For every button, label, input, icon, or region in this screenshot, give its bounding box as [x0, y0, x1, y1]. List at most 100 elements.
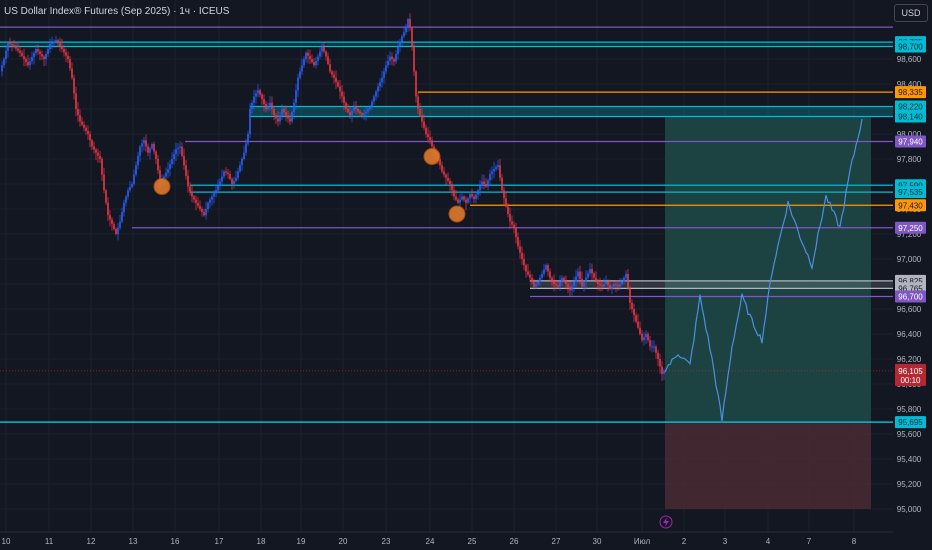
candle-body [453, 190, 455, 197]
candle-body [57, 40, 59, 44]
candle-body [401, 36, 403, 42]
time-tick-label: 16 [171, 537, 180, 546]
candle-body [41, 54, 43, 57]
candle-body [391, 56, 393, 59]
candle-body [221, 176, 223, 182]
candle-body [241, 159, 243, 166]
candle-body [327, 56, 329, 64]
level-lines [0, 26, 893, 423]
candle-body [425, 127, 427, 134]
candle-body [51, 42, 53, 44]
candle-body [499, 165, 501, 178]
candle-body [249, 109, 251, 134]
candle-body [625, 274, 627, 278]
price-tick-label: 97,000 [897, 255, 922, 264]
candle-body [165, 172, 167, 177]
candle-body [367, 109, 369, 112]
candle-body [205, 209, 207, 216]
price-tick-label: 95,400 [897, 455, 922, 464]
candle-body [621, 281, 623, 284]
time-axis: 10 11 12 13 16 17 18 19 20 23 24 25 26 27 30 Июл 2 3 4 7 8 [2, 537, 857, 546]
candle-body [301, 65, 303, 72]
candle-body [103, 174, 105, 191]
candle-body [395, 54, 397, 62]
lightning-icon[interactable] [659, 515, 673, 529]
candle-body [495, 167, 497, 169]
price-tick-label: 98,000 [897, 130, 922, 139]
candle-body [339, 86, 341, 92]
candle-body [45, 54, 47, 59]
price-tag-label: 98,335 [898, 88, 923, 97]
candle-body [19, 50, 21, 53]
candle-body [321, 46, 323, 52]
candle-body [547, 265, 549, 272]
candle-body [559, 282, 561, 287]
candle-body [447, 177, 449, 181]
candle-body [31, 57, 33, 62]
time-tick-label: 18 [257, 537, 266, 546]
price-tick-label: 97,800 [897, 155, 922, 164]
candle-body [275, 115, 277, 119]
candle-body [629, 288, 631, 303]
candle-body [579, 271, 581, 279]
candle-body [345, 102, 347, 109]
candle-body [111, 219, 113, 224]
price-tag-label: 96,700 [898, 293, 923, 302]
candle-body [511, 221, 513, 225]
candle-body [153, 144, 155, 152]
event-marker [423, 148, 441, 165]
candle-body [375, 91, 377, 97]
candle-body [27, 62, 29, 66]
candle-body [55, 40, 57, 42]
time-tick-label: 19 [297, 537, 306, 546]
candle-body [77, 109, 79, 116]
candle-body [81, 121, 83, 125]
candle-body [65, 52, 67, 56]
candle-body [343, 96, 345, 103]
candle-body [503, 190, 505, 199]
candle-body [183, 155, 185, 166]
candle-body [101, 159, 103, 175]
candle-body [419, 109, 421, 116]
candle-body [195, 199, 197, 203]
candle-body [311, 59, 313, 63]
currency-button[interactable]: USD [894, 4, 928, 22]
candle-body [557, 285, 559, 287]
candle-body [463, 196, 465, 200]
price-tag [895, 40, 926, 53]
time-tick-label: 23 [382, 537, 391, 546]
price-tag [895, 186, 926, 199]
candle-body [105, 190, 107, 203]
candle-body [415, 71, 417, 97]
time-axis-panel[interactable] [0, 532, 893, 550]
candle-body [155, 151, 157, 159]
candle-body [551, 277, 553, 281]
candle-body [25, 59, 27, 63]
candle-body [95, 149, 97, 153]
candle-body [1, 65, 3, 72]
price-tag-label: 97,590 [898, 181, 923, 190]
candle-body [211, 196, 213, 200]
candle-body [385, 65, 387, 72]
candle-body [627, 274, 629, 289]
candle-body [561, 277, 563, 283]
candle-body [149, 148, 151, 153]
candle-body [35, 49, 37, 54]
candle-body [215, 190, 217, 194]
price-tag-label: 97,940 [898, 138, 923, 147]
candle-body [363, 113, 365, 116]
candle-body [239, 165, 241, 172]
candle-body [277, 118, 279, 122]
candle-body [459, 199, 461, 203]
candle-body [487, 180, 489, 187]
time-tick-label: 24 [426, 537, 435, 546]
candle-body [293, 102, 295, 113]
candle-body [333, 74, 335, 78]
price-tag-label: 98,140 [898, 113, 923, 122]
candle-body [599, 284, 601, 286]
candle-body [645, 334, 647, 338]
candle-body [117, 227, 119, 234]
candle-body [309, 55, 311, 59]
candle-body [573, 281, 575, 286]
